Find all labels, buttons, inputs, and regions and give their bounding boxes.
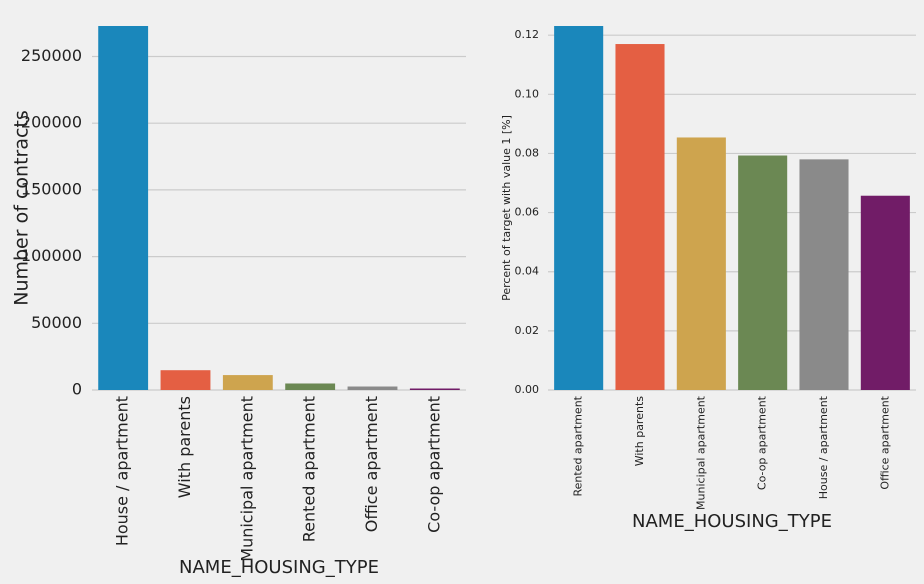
- x-tick-label: Office apartment: [362, 396, 381, 532]
- x-axis-label: NAME_HOUSING_TYPE: [632, 511, 832, 532]
- y-tick-label: 0.12: [515, 28, 540, 41]
- bar: [347, 386, 398, 390]
- x-tick-label: House / apartment: [817, 395, 830, 499]
- bar: [615, 44, 665, 391]
- y-tick-label: 200000: [21, 113, 82, 132]
- x-tick-label: Rented apartment: [572, 395, 585, 496]
- y-tick-label: 0.04: [515, 265, 540, 278]
- bar: [676, 137, 726, 390]
- x-tick-label: Municipal apartment: [694, 395, 707, 510]
- y-tick-label: 0.10: [515, 87, 540, 100]
- y-tick-label: 0.06: [515, 206, 540, 219]
- bar: [860, 195, 910, 390]
- x-tick-label: Rented apartment: [300, 396, 319, 542]
- y-tick-label: 0.02: [515, 324, 540, 337]
- x-tick-label: Co-op apartment: [424, 396, 443, 533]
- y-tick-label: 100000: [21, 246, 82, 265]
- x-tick-label: With parents: [175, 396, 194, 498]
- y-tick-label: 50000: [31, 313, 82, 332]
- x-tick-label: Municipal apartment: [237, 396, 256, 562]
- bar: [285, 383, 336, 390]
- y-tick-label: 0: [72, 380, 82, 399]
- bar: [738, 155, 788, 390]
- y-axis-label: Percent of target with value 1 [%]: [500, 115, 513, 301]
- x-tick-label: With parents: [633, 396, 646, 467]
- y-axis-label: Number of contracts: [11, 110, 33, 306]
- y-tick-label: 250000: [21, 46, 82, 65]
- x-tick-label: Co-op apartment: [756, 395, 769, 490]
- bar: [409, 388, 460, 390]
- x-tick-label: House / apartment: [113, 396, 132, 546]
- bar: [799, 159, 849, 390]
- x-axis-label: NAME_HOUSING_TYPE: [179, 557, 379, 578]
- y-tick-label: 150000: [21, 179, 82, 198]
- bar: [222, 375, 273, 390]
- bar: [98, 26, 149, 390]
- chart-1: 0 50000 100000 150000 200000 250000 House / ap…: [11, 26, 466, 578]
- bar: [160, 370, 211, 390]
- y-tick-label: 0.08: [515, 146, 540, 159]
- chart-2: 0.00 0.02 0.04 0.06 0.08 0.10 0.12 Rented apart…: [500, 26, 916, 532]
- bar: [554, 26, 604, 390]
- x-tick-label: Office apartment: [878, 395, 891, 489]
- y-tick-label: 0.00: [515, 383, 540, 396]
